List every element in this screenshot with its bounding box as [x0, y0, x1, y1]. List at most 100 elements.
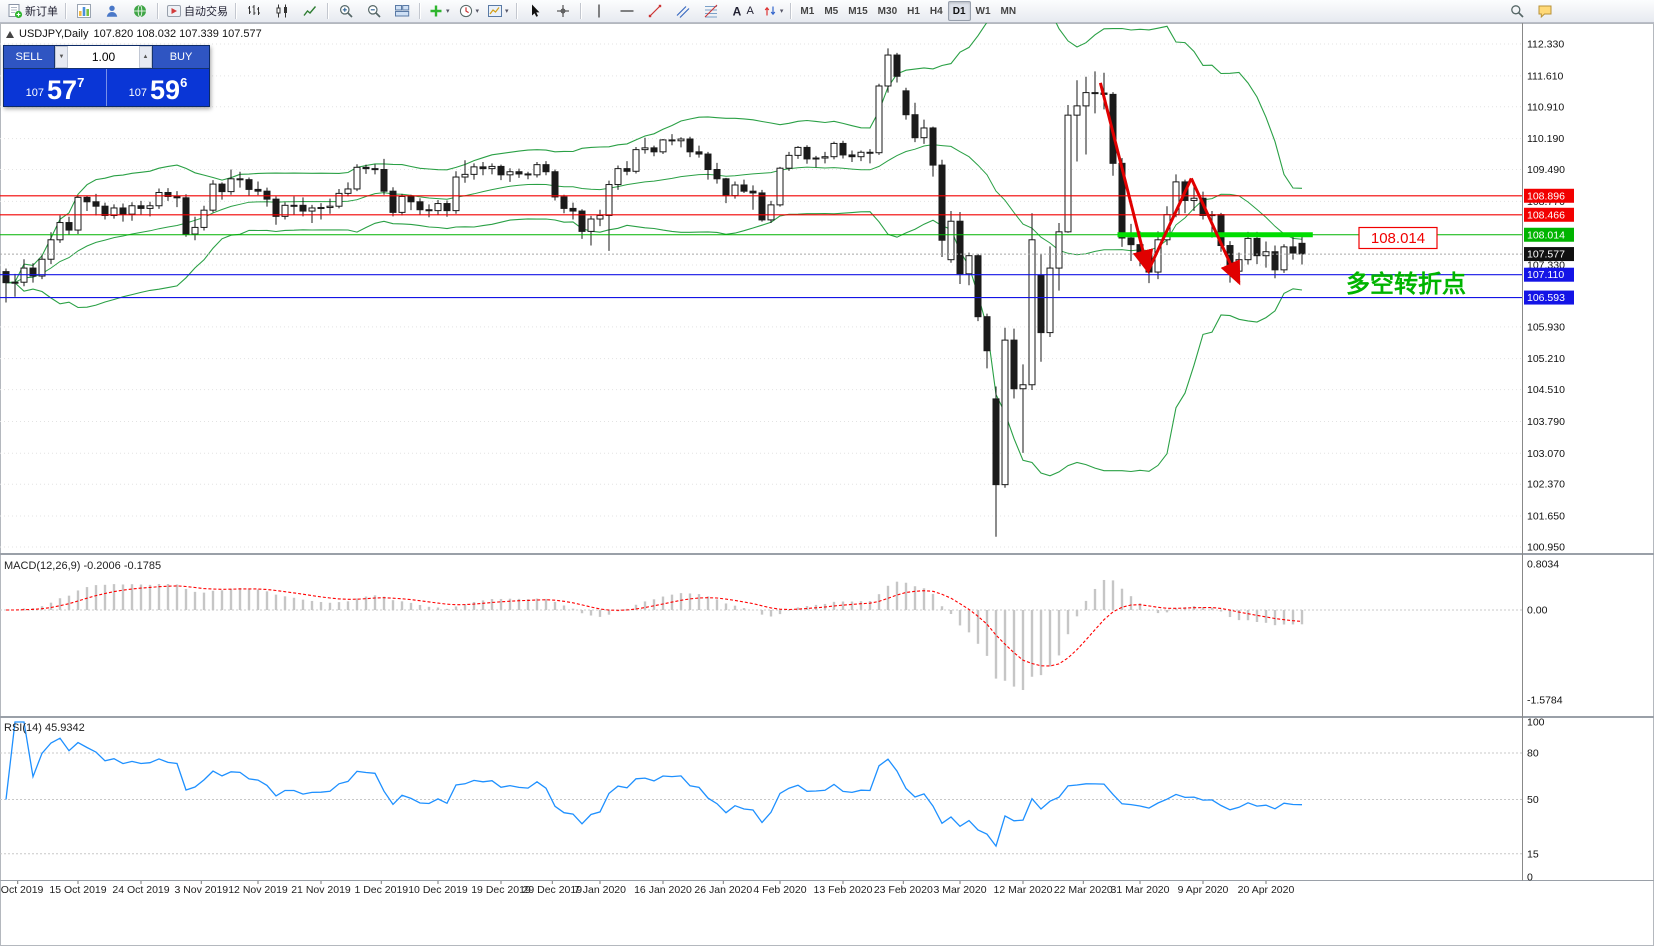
- buy-price-display[interactable]: 107 59 6: [107, 69, 209, 106]
- volume-input[interactable]: 1.00: [91, 50, 116, 64]
- buy-button[interactable]: BUY: [152, 46, 209, 68]
- community-icon: [132, 3, 148, 19]
- vertical-line-button[interactable]: [585, 0, 613, 22]
- period-dropdown-icon[interactable]: ▾: [475, 8, 480, 15]
- horizontal-line-button[interactable]: [613, 0, 641, 22]
- rsi-indicator-label: RSI(14) 45.9342: [4, 722, 85, 734]
- trend-arrow-line[interactable]: [1189, 177, 1241, 286]
- add-indicator-icon: [428, 3, 444, 19]
- candle: [308, 204, 316, 223]
- template-button[interactable]: ▾: [483, 0, 513, 22]
- trendline-button[interactable]: [641, 0, 669, 22]
- trend-arrow-line[interactable]: [1098, 82, 1154, 275]
- toolbar: 新订单 自动交易 ▾ ▾ ▾ A A ▾ M1 M5 M15 M30 H1 H4 D1 W1 MN: [0, 0, 1654, 23]
- date-axis-label: 21 Nov 2019: [291, 884, 351, 896]
- arrows-button[interactable]: ▾: [758, 0, 788, 22]
- price-axis-label: 105.930: [1527, 321, 1565, 333]
- date-axis[interactable]: 5 Oct 2019 15 Oct 2019 24 Oct 2019 3 Nov 20…: [0, 881, 1294, 896]
- candle: [533, 162, 541, 178]
- add-indicator-dropdown-icon[interactable]: ▾: [446, 8, 450, 15]
- candle: [281, 202, 289, 220]
- chart-shift-marker[interactable]: [6, 30, 14, 38]
- sell-button[interactable]: SELL: [4, 46, 55, 68]
- bar-chart-type-button[interactable]: [240, 0, 268, 22]
- candlestick-type-button[interactable]: [268, 0, 296, 22]
- price-axis[interactable]: 112.330111.610110.910110.190109.490108.7…: [1524, 38, 1574, 553]
- period-button[interactable]: ▾: [454, 0, 484, 22]
- date-axis-label: 20 Apr 2020: [1238, 884, 1295, 896]
- candle: [416, 198, 424, 216]
- volume-increase-button[interactable]: ▲: [139, 46, 152, 68]
- candle: [974, 253, 982, 322]
- profiles-button[interactable]: [98, 0, 126, 22]
- auto-trading-button[interactable]: 自动交易: [162, 0, 232, 22]
- buy-price-big: 59: [150, 75, 181, 105]
- volume-decrease-button[interactable]: ▼: [55, 46, 68, 68]
- cursor-button[interactable]: [521, 0, 549, 22]
- horizontal-line-icon: [619, 3, 635, 19]
- fibonacci-button[interactable]: [697, 0, 725, 22]
- template-dropdown-icon[interactable]: ▾: [505, 8, 509, 15]
- turning-point-text[interactable]: 多空转折点: [1346, 270, 1466, 298]
- rsi-axis-label: 100: [1527, 717, 1545, 729]
- trend-arrow-line[interactable]: [1146, 177, 1193, 272]
- timeframe-m1-button[interactable]: M1: [800, 5, 815, 17]
- chart-macd-splitter[interactable]: [0, 553, 1654, 555]
- candle: [1262, 241, 1270, 268]
- macd-axis-label: 0.00: [1527, 605, 1548, 617]
- arrows-dropdown-icon[interactable]: ▾: [779, 8, 784, 15]
- crosshair-button[interactable]: [549, 0, 577, 22]
- price-divider: [106, 69, 107, 106]
- candle: [1127, 223, 1135, 262]
- toolbar-separator: [327, 3, 329, 19]
- rsi-axis-label: 50: [1527, 794, 1539, 806]
- add-indicator-button[interactable]: ▾: [424, 0, 454, 22]
- timeframe-h1-button[interactable]: H1: [907, 5, 920, 17]
- sell-price-display[interactable]: 107 57 7: [4, 69, 106, 106]
- macd-rsi-splitter[interactable]: [0, 716, 1654, 718]
- grid-layer: [0, 43, 1522, 548]
- date-axis-label: 19 Dec 2019: [471, 884, 531, 896]
- search-button[interactable]: [1503, 0, 1531, 22]
- timeframe-w1-button[interactable]: W1: [975, 5, 991, 17]
- equidistant-channel-button[interactable]: [669, 0, 697, 22]
- candle: [1271, 245, 1279, 279]
- candle: [758, 189, 766, 222]
- date-axis-label: 13 Feb 2020: [814, 884, 873, 896]
- candle: [380, 158, 388, 195]
- price-axis-label: 103.790: [1527, 416, 1565, 428]
- timeframe-d1-button[interactable]: D1: [947, 1, 971, 21]
- community-button[interactable]: [126, 0, 154, 22]
- timeframe-h4-button[interactable]: H4: [929, 5, 943, 17]
- zoom-out-button[interactable]: [360, 0, 388, 22]
- zoom-in-button[interactable]: [332, 0, 360, 22]
- chat-button[interactable]: [1531, 0, 1559, 22]
- timeframe-m30-button[interactable]: M30: [877, 5, 898, 17]
- candlestick-type-icon: [274, 3, 290, 19]
- candle: [767, 200, 775, 223]
- charts-icon: [76, 3, 92, 19]
- candle: [497, 164, 505, 181]
- new-order-button[interactable]: 新订单: [3, 0, 62, 22]
- candle: [1289, 236, 1297, 260]
- candle: [182, 194, 190, 237]
- candle: [20, 259, 28, 287]
- candle: [938, 159, 946, 258]
- candle: [983, 313, 991, 369]
- tile-windows-button[interactable]: [388, 0, 416, 22]
- timeframe-mn-button[interactable]: MN: [1000, 5, 1017, 17]
- price-annotation-box[interactable]: [1358, 226, 1438, 250]
- candle: [92, 193, 100, 216]
- line-chart-type-button[interactable]: [296, 0, 324, 22]
- candle: [245, 177, 253, 197]
- timeframe-m5-button[interactable]: M5: [824, 5, 839, 17]
- arrows-icon: [762, 3, 778, 19]
- price-level-badge-text: 107.577: [1527, 249, 1565, 261]
- candle: [902, 87, 910, 120]
- timeframe-m15-button[interactable]: M15: [848, 5, 868, 17]
- charts-button[interactable]: [70, 0, 98, 22]
- annotations-layer: 108.014 多空转折点: [1098, 82, 1466, 298]
- period-icon: [458, 3, 474, 19]
